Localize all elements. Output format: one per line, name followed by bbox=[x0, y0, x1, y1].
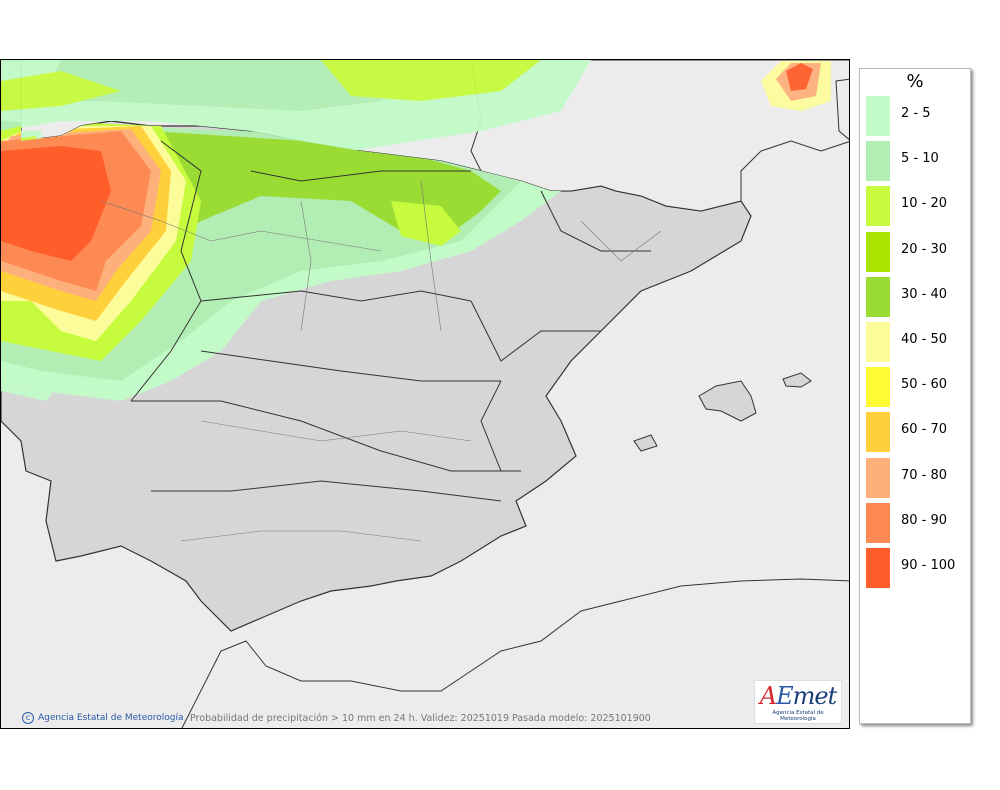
legend-swatch bbox=[866, 231, 890, 272]
copyright-icon: c bbox=[22, 712, 34, 724]
legend-label: 70 - 80 bbox=[901, 467, 948, 483]
legend-swatch bbox=[866, 457, 890, 498]
mallorca-land bbox=[698, 380, 757, 422]
precipitation-map bbox=[1, 60, 849, 728]
legend-item: 90 - 100 bbox=[864, 547, 968, 589]
legend-item: 70 - 80 bbox=[864, 457, 968, 499]
legend: % 2 - 5 5 - 10 10 - 20 20 - 30 30 - 40 40 - 5… bbox=[859, 68, 971, 724]
legend-label: 60 - 70 bbox=[901, 422, 948, 438]
legend-swatch bbox=[866, 141, 890, 182]
legend-title: % bbox=[906, 71, 924, 92]
legend-label: 20 - 30 bbox=[901, 241, 948, 257]
legend-label: 80 - 90 bbox=[901, 512, 948, 528]
africa-land bbox=[181, 578, 849, 728]
legend-item: 50 - 60 bbox=[864, 366, 968, 408]
aemet-logo-word: AEmet bbox=[759, 682, 837, 710]
precip-shading-land bbox=[1, 121, 561, 401]
province-borders bbox=[100, 180, 662, 542]
legend-swatch bbox=[866, 322, 890, 362]
legend-item: 20 - 30 bbox=[864, 231, 968, 273]
legend-item: 2 - 5 bbox=[864, 95, 968, 137]
legend-item: 30 - 40 bbox=[864, 276, 968, 318]
legend-swatch bbox=[866, 502, 890, 543]
legend-item: 10 - 20 bbox=[864, 185, 968, 227]
legend-label: 50 - 60 bbox=[901, 377, 948, 393]
legend-swatch bbox=[866, 276, 890, 317]
menorca-land bbox=[782, 372, 812, 388]
legend-swatch bbox=[866, 548, 890, 588]
legend-label: 2 - 5 bbox=[901, 106, 931, 121]
aemet-logo: AEmet Agencia Estatal de Meteorología bbox=[754, 680, 842, 724]
legend-swatch bbox=[866, 367, 890, 408]
sardinia-land bbox=[835, 78, 849, 140]
legend-swatch bbox=[866, 96, 890, 136]
copyright-notice: c Agencia Estatal de Meteorología bbox=[22, 712, 184, 724]
copyright-text: Agencia Estatal de Meteorología bbox=[38, 713, 184, 723]
legend-item: 60 - 70 bbox=[864, 411, 968, 453]
legend-label: 30 - 40 bbox=[901, 286, 948, 302]
legend-label: 10 - 20 bbox=[901, 196, 948, 212]
legend-swatch bbox=[866, 412, 890, 453]
legend-label: 5 - 10 bbox=[901, 151, 939, 167]
legend-item: 40 - 50 bbox=[864, 321, 968, 363]
legend-label: 40 - 50 bbox=[901, 332, 948, 347]
map-caption: Probabilidad de precipitación > 10 mm en… bbox=[190, 713, 651, 724]
legend-swatch bbox=[866, 186, 890, 227]
map-frame bbox=[0, 59, 850, 729]
legend-item: 5 - 10 bbox=[864, 140, 968, 182]
ibiza-land bbox=[633, 434, 658, 452]
legend-label: 90 - 100 bbox=[901, 558, 956, 573]
legend-item: 80 - 90 bbox=[864, 502, 968, 544]
aemet-logo-subtitle: Agencia Estatal de Meteorología bbox=[772, 710, 824, 722]
region-borders bbox=[130, 140, 651, 502]
